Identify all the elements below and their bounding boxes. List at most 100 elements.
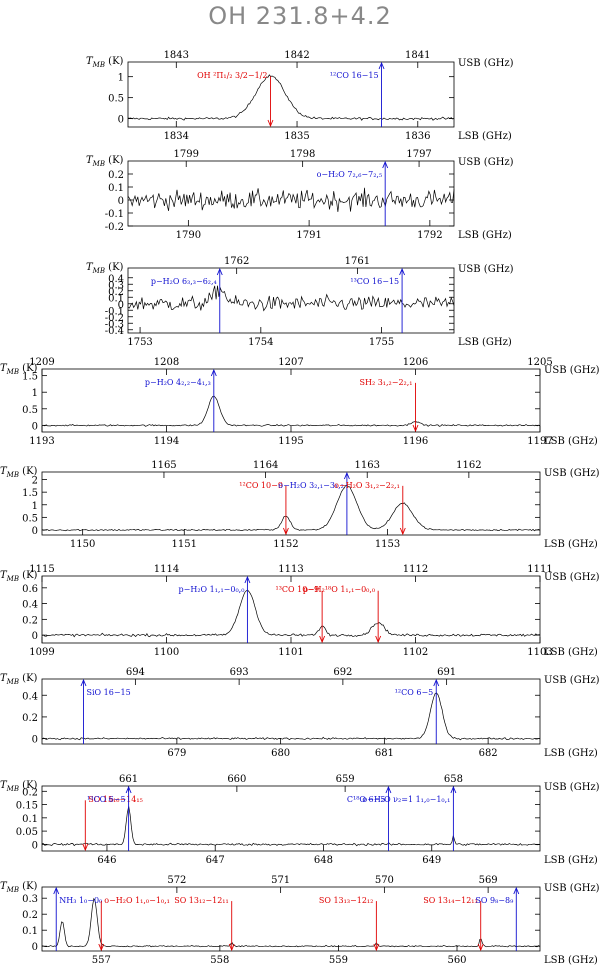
marker-arrowhead (319, 635, 326, 644)
usb-tick-label: 1841 (405, 50, 430, 61)
line-marker: SH₂ 3₁,₂−2₂,₁ (359, 378, 419, 433)
line-marker: SO 13₁₄−12₁₃ (423, 896, 484, 952)
lsb-tick-label: 1099 (29, 647, 54, 658)
plot-frame (41, 368, 541, 433)
plot-frame (41, 785, 541, 852)
marker-arrowhead (412, 424, 419, 433)
usb-tick-label: 693 (230, 667, 249, 678)
usb-tick-label: 572 (167, 875, 186, 886)
y-axis-label: TMB (K) (0, 780, 38, 793)
line-label: ¹²CO 6−5 (395, 688, 434, 697)
lsb-tick-label: 1193 (29, 436, 54, 447)
line-marker: C¹⁸O 6−5 (347, 785, 392, 851)
usb-tick-label: 692 (333, 667, 352, 678)
marker-arrowhead (343, 471, 350, 480)
line-marker: SO 15₁₆−14₁₅ (82, 795, 143, 852)
usb-tick-label: 1111 (527, 564, 552, 575)
lsb-axis-label: LSB (GHz) (544, 647, 598, 658)
lsb-tick-label: 1194 (154, 436, 179, 447)
plot-frame (41, 886, 541, 952)
y-tick-label: 1 (118, 73, 124, 84)
marker-arrowhead (477, 943, 484, 952)
spectrum-line (41, 806, 541, 847)
plot-frame (41, 678, 541, 745)
spectrum-line (41, 897, 541, 948)
line-marker: ¹³CO 6−5 (87, 785, 132, 851)
y-tick-label: 0.5 (108, 94, 124, 105)
lsb-tick-label: 1153 (375, 539, 400, 550)
spectrum-line (127, 285, 455, 312)
y-tick-label: 0.2 (22, 910, 38, 921)
y-tick-label: 0.05 (16, 827, 38, 838)
usb-tick-label: 661 (119, 774, 138, 785)
lsb-tick-label: 1836 (405, 131, 430, 142)
y-tick-label: 0.4 (22, 600, 38, 611)
spectrum-line (41, 589, 541, 638)
panel-p3: -0.4-0.3-0.2-0.100.10.20.30.4 1753 1754 175… (86, 256, 514, 348)
usb-tick-label: 660 (227, 774, 246, 785)
lsb-tick-label: 1101 (278, 647, 303, 658)
lsb-tick-label: 681 (375, 748, 394, 759)
marker-arrowhead (283, 527, 289, 536)
usb-tick-label: 691 (437, 667, 456, 678)
lsb-axis-label: LSB (GHz) (544, 436, 598, 447)
y-axis-label: TMB (K) (86, 155, 124, 168)
lsb-tick-label: 1754 (248, 337, 273, 348)
usb-tick-label: 1797 (406, 149, 431, 160)
y-axis-label: TMB (K) (0, 363, 38, 376)
usb-tick-label: 1162 (456, 460, 481, 471)
marker-arrowhead (385, 785, 392, 794)
line-marker: p−H₂¹⁸O 1₁,₁−0₀,₀ (303, 585, 382, 644)
usb-axis-label: USB (GHz) (544, 572, 600, 583)
y-tick-label: 0.4 (22, 691, 38, 702)
lsb-tick-label: 557 (92, 955, 111, 966)
spectrum-line (42, 395, 541, 427)
marker-arrowhead (378, 61, 385, 70)
line-marker: p−H₂O 1₁,₁−0₀,₀ (179, 575, 251, 643)
line-marker: SiO 16−15 (80, 678, 131, 744)
y-tick-label: 0 (118, 115, 124, 126)
line-label: OH ²Π₁/₂ 3/2−1/2 (197, 71, 267, 80)
lsb-tick-label: 1151 (172, 539, 197, 550)
y-tick-label: 2 (32, 476, 38, 487)
usb-axis-label: USB (GHz) (544, 883, 600, 894)
usb-tick-label: 1207 (278, 357, 303, 368)
marker-arrowhead (82, 843, 89, 852)
lsb-tick-label: 1195 (278, 436, 303, 447)
line-label: SO 13₁₄−12₁₃ (423, 896, 477, 905)
lsb-tick-label: 1197 (527, 436, 552, 447)
marker-arrowhead (216, 267, 223, 276)
usb-tick-label: 1843 (164, 50, 189, 61)
y-tick-label: 1.5 (22, 372, 38, 383)
lsb-tick-label: 682 (479, 748, 498, 759)
line-marker: SO 13₁₂−12₁₁ (174, 896, 235, 952)
usb-tick-label: 1799 (173, 149, 198, 160)
y-tick-label: -0.1 (105, 306, 124, 317)
y-tick-label: -0.3 (105, 319, 124, 330)
marker-arrowhead (375, 635, 382, 644)
marker-arrowhead (267, 119, 274, 128)
y-tick-label: 0.1 (22, 926, 38, 937)
usb-tick-label: 1113 (278, 564, 303, 575)
panel-p4: 0 0.5 1 1.5 1193 1194 1195 1196 1197 1209 1208 1207… (0, 357, 600, 447)
y-tick-label: 1.5 (22, 488, 38, 499)
lsb-tick-label: 1753 (127, 337, 152, 348)
line-marker: ¹³CO 10−9 (276, 585, 326, 644)
y-axis-label: TMB (K) (0, 570, 38, 583)
line-marker: o−H₂O 3₁,₂−2₂,₁ (334, 481, 406, 536)
lsb-axis-label: LSB (GHz) (544, 748, 598, 759)
marker-arrowhead (228, 943, 235, 952)
y-tick-label: -0.2 (105, 313, 124, 324)
y-tick-label: 0.5 (22, 405, 38, 416)
marker-arrowhead (433, 678, 440, 687)
lsb-tick-label: 1100 (154, 647, 179, 658)
y-tick-label: 0.2 (22, 713, 38, 724)
lsb-tick-label: 1103 (527, 647, 552, 658)
usb-tick-label: 1164 (253, 460, 278, 471)
line-label: SO 15₁₆−14₁₅ (88, 795, 142, 804)
y-axis-label: TMB (K) (0, 466, 38, 479)
line-label: ¹³CO 10−9 (276, 585, 320, 594)
lsb-tick-label: 1152 (273, 539, 298, 550)
spectrum-line (127, 74, 455, 121)
y-tick-label: 0 (32, 735, 38, 746)
